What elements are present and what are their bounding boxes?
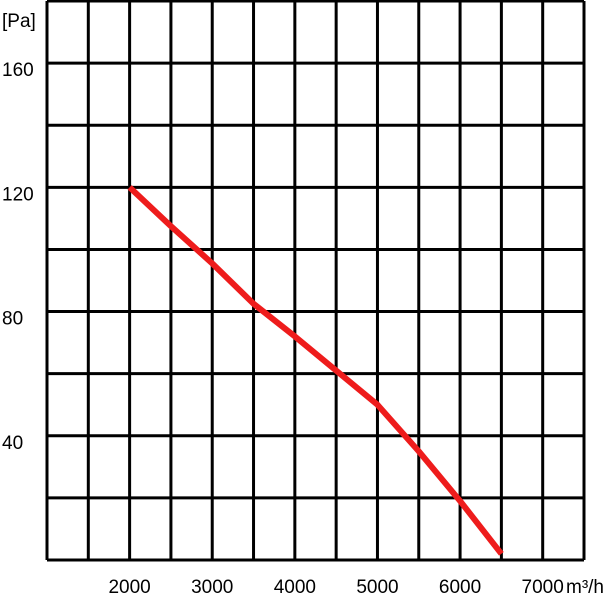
- x-tick-label: 3000: [191, 577, 233, 598]
- data-line: [127, 185, 504, 556]
- y-tick-label: 120: [2, 184, 34, 205]
- x-tick-label: 6000: [439, 577, 481, 598]
- y-axis-label: [Pa]: [2, 11, 36, 32]
- x-tick-label: 4000: [274, 577, 316, 598]
- x-tick-label: 2000: [108, 577, 150, 598]
- y-tick-label: 80: [2, 309, 23, 330]
- x-tick-label: 5000: [356, 577, 398, 598]
- x-axis-label: m³/h: [566, 577, 604, 598]
- x-tick-label: 7000: [522, 577, 564, 598]
- y-tick-label: 160: [2, 60, 34, 81]
- y-tick-label: 40: [2, 433, 23, 454]
